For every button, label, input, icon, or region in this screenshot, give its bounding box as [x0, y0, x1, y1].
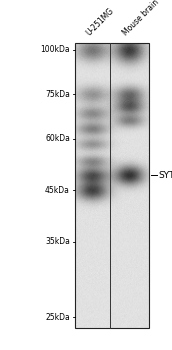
- Bar: [75, 43, 149, 328]
- Text: Mouse brain: Mouse brain: [121, 0, 161, 38]
- Text: U-251MG: U-251MG: [84, 7, 115, 38]
- Text: 100kDa: 100kDa: [40, 45, 70, 54]
- Text: 45kDa: 45kDa: [45, 186, 70, 195]
- Text: SYT11: SYT11: [158, 170, 172, 180]
- Text: 35kDa: 35kDa: [45, 237, 70, 246]
- Text: 60kDa: 60kDa: [45, 134, 70, 144]
- Text: 25kDa: 25kDa: [45, 313, 70, 322]
- Text: 75kDa: 75kDa: [45, 90, 70, 99]
